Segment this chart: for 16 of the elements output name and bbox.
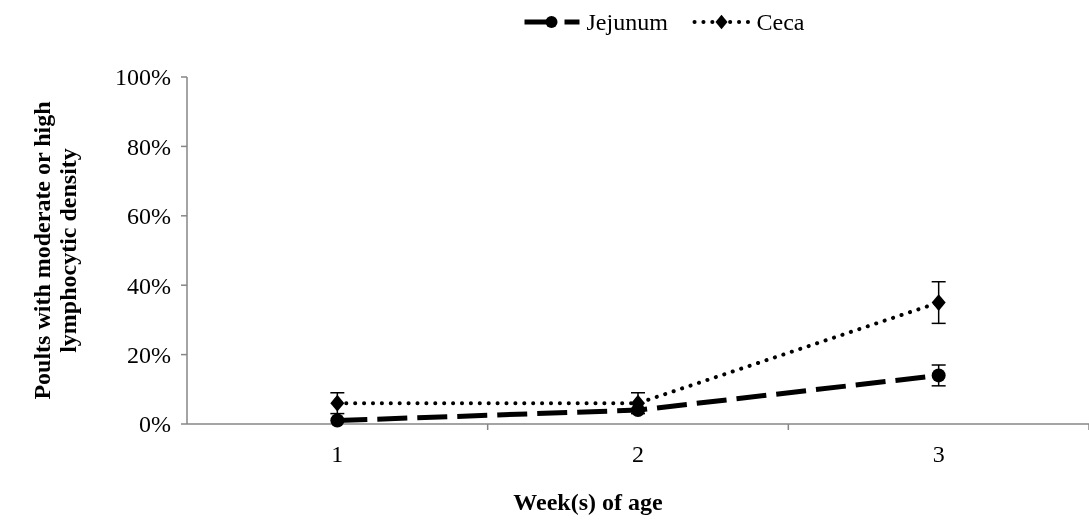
x-axis-title: Week(s) of age	[513, 489, 663, 515]
y-tick-label: 100%	[115, 64, 171, 91]
y-tick-label: 0%	[139, 411, 171, 438]
y-axis-title: Poults with moderate or high lymphocytic density	[29, 101, 82, 400]
legend-label: Jejunum	[586, 9, 669, 36]
y-tick-label: 60%	[127, 203, 171, 230]
y-tick-label: 80%	[127, 133, 171, 160]
x-tick-label: 3	[932, 441, 945, 467]
x-tick-label: 1	[331, 441, 344, 467]
point	[931, 294, 946, 311]
y-tick-label: 20%	[127, 342, 171, 368]
y-tick-label: 40%	[127, 272, 171, 299]
point	[330, 413, 345, 428]
point	[931, 368, 946, 383]
x-tick-label: 2	[632, 441, 644, 467]
legend-label: Ceca	[756, 9, 805, 36]
